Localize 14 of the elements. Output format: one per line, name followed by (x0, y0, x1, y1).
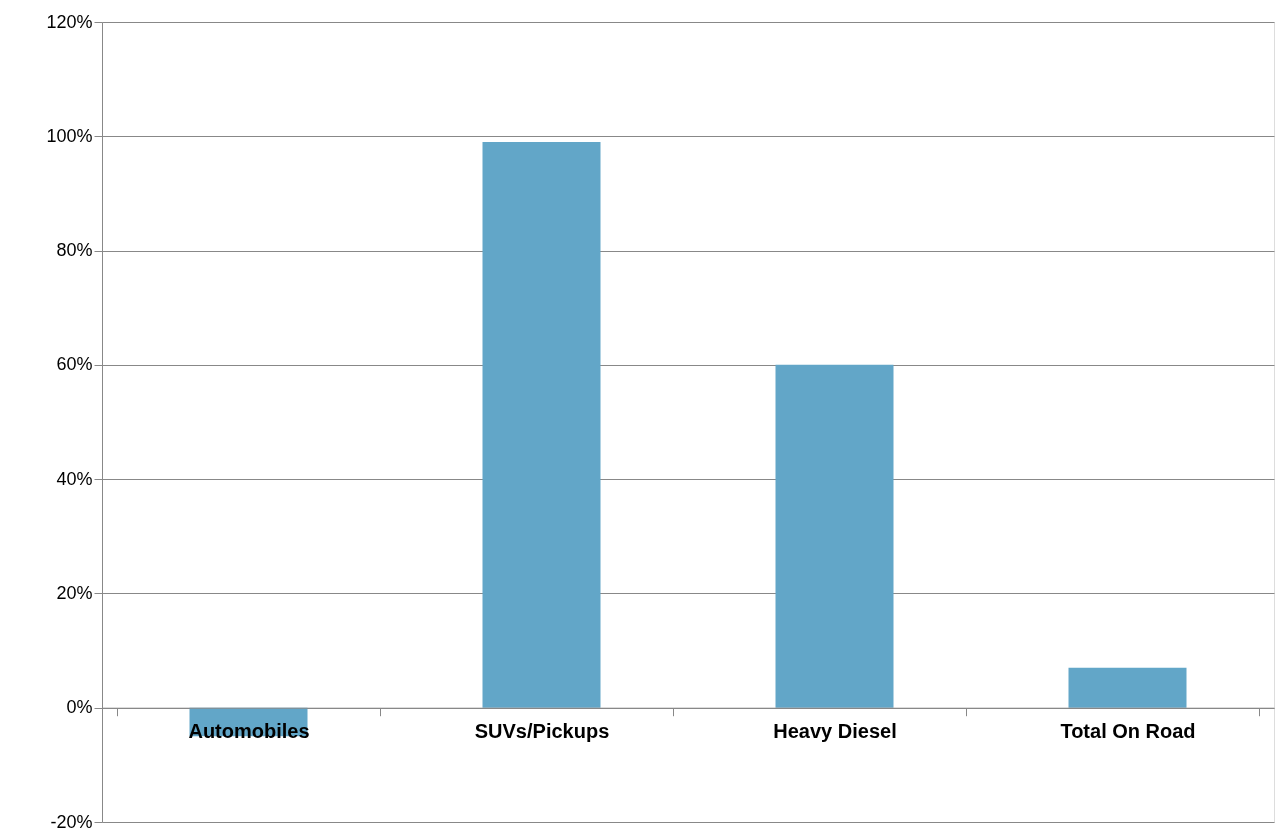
y-tick-label: -20% (50, 811, 93, 832)
x-tick-label: Heavy Diesel (773, 720, 897, 743)
x-tick-label: Total On Road (1060, 720, 1196, 743)
bar (775, 364, 894, 708)
y-tick-label: 100% (46, 125, 93, 146)
x-tick-label: SUVs/Pickups (474, 720, 610, 743)
y-tick-label: 0% (66, 697, 93, 718)
y-tick-label: 60% (56, 354, 93, 375)
y-tick-label: 80% (56, 240, 93, 261)
bar (1068, 667, 1187, 708)
y-tick-label: 20% (56, 582, 93, 603)
y-tick-label: 120% (46, 11, 93, 32)
bar (482, 142, 601, 708)
y-tick-label: 40% (56, 468, 93, 489)
